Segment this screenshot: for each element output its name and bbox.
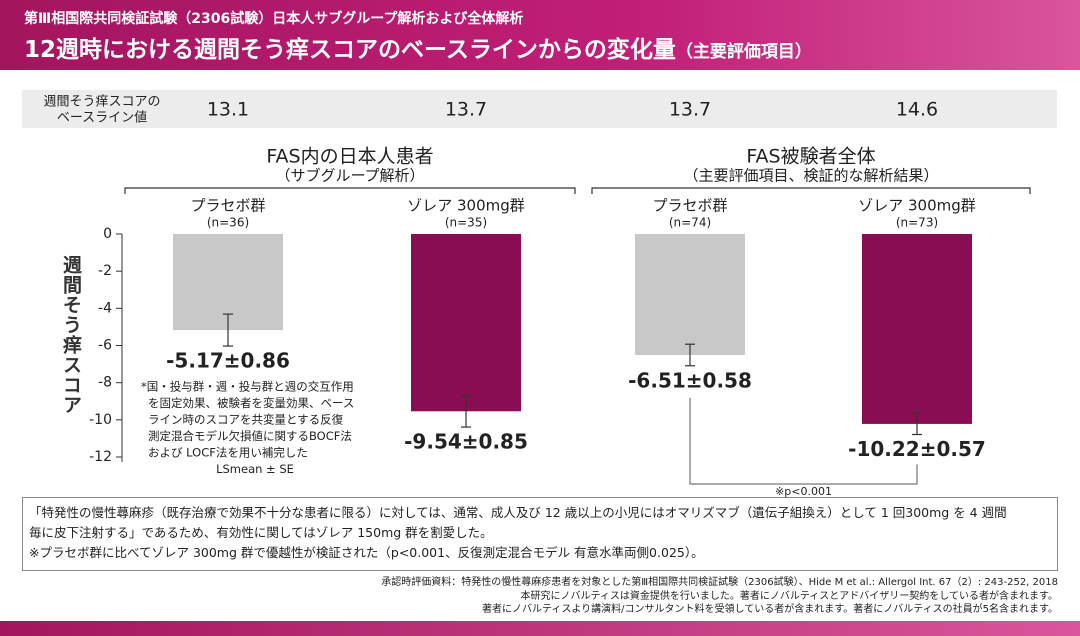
value-label: -9.54±0.85 [404, 430, 528, 454]
significance-bracket [689, 397, 918, 485]
error-bar [223, 313, 233, 347]
source: 承認時評価資料：特発性の慢性蕁麻疹患者を対象とした第Ⅲ相国際共同検証試験（230… [381, 576, 1058, 617]
category-label: ゾレア 300mg群 [407, 197, 525, 215]
y-tick-label: -8 [98, 375, 112, 391]
footer-bar [0, 621, 1080, 636]
value-label: -10.22±0.57 [848, 437, 986, 461]
annotation: を固定効果、被験者を変量効果、ベース [148, 396, 354, 410]
footnote-line: 毎に皮下注射する」であるため、有効性に関してはゾレア 150mg 群を割愛した。 [29, 525, 493, 540]
category-label: プラセボ群 [190, 197, 265, 215]
annotation: LSmean ± SE [216, 462, 294, 476]
header-banner: 第Ⅲ相国際共同検証試験（2306試験）日本人サブグループ解析および全体解析 12… [0, 0, 1080, 70]
annotation: *国・投与群・週・投与群と週の交互作用 [141, 380, 354, 394]
group-subtitle: （主要評価項目、検証的な解析結果） [683, 167, 938, 185]
header-subtitle: 第Ⅲ相国際共同検証試験（2306試験）日本人サブグループ解析および全体解析 [24, 11, 524, 27]
y-axis-label: 週間そう痒スコア [60, 255, 82, 415]
significance-label: ※p<0.001 [775, 485, 832, 498]
baseline-label: 週間そう痒スコアの [43, 94, 160, 110]
baseline-value: 13.7 [445, 99, 487, 121]
annotation: および LOCF法を用い補完した [148, 446, 308, 460]
category-label: プラセボ群 [652, 197, 727, 215]
group-title: FAS被験者全体 [746, 146, 875, 168]
bar [411, 234, 521, 412]
annotation: ライン時のスコアを共変量とする反復 [148, 413, 344, 427]
baseline-value: 13.1 [207, 99, 249, 121]
group-bracket [591, 187, 1031, 194]
baseline-value: 14.6 [896, 99, 938, 121]
group-title: FAS内の日本人患者 [266, 146, 433, 168]
bar [862, 234, 972, 424]
group-subtitle: （サブグループ解析） [275, 167, 424, 185]
footnote-box: 「特発性の慢性蕁麻疹（既存治療で効果不十分な患者に限る）に対しては、通常、成人及… [22, 497, 1058, 571]
source-line: 本研究にノバルティスは資金提供を行いました。著者にノバルティスとアドバイザリー契… [520, 590, 1059, 602]
footnote-line: 「特発性の慢性蕁麻疹（既存治療で効果不十分な患者に限る）に対しては、通常、成人及… [29, 505, 1007, 520]
baseline-value: 13.7 [669, 99, 711, 121]
n-label: (n=74) [669, 216, 711, 230]
error-bar [685, 343, 695, 367]
y-tick-label: 0 [103, 226, 112, 242]
error-bar [912, 412, 922, 436]
footnote-line: ※プラセボ群に比べてゾレア 300mg 群で優越性が検証された（p<0.001、… [29, 545, 704, 560]
baseline-label: ベースライン値 [57, 110, 147, 126]
y-tick-label: -12 [89, 449, 112, 465]
y-tick-label: -4 [98, 300, 112, 316]
error-bar [461, 394, 471, 428]
annotation: 測定混合モデル欠損値に関するBOCF法 [148, 429, 352, 443]
header-title: 12週時における週間そう痒スコアのベースラインからの変化量（主要評価項目） [24, 30, 812, 64]
value-label: -6.51±0.58 [628, 368, 752, 392]
y-tick-label: -2 [98, 263, 112, 279]
n-label: (n=73) [896, 216, 938, 230]
n-label: (n=35) [445, 216, 487, 230]
title-note: （主要評価項目） [675, 42, 812, 62]
source-line: 承認時評価資料：特発性の慢性蕁麻疹患者を対象とした第Ⅲ相国際共同検証試験（230… [381, 577, 1058, 588]
n-label: (n=36) [207, 216, 249, 230]
baseline-row [22, 90, 1057, 128]
category-label: ゾレア 300mg群 [858, 197, 976, 215]
value-label: -5.17±0.86 [166, 349, 290, 373]
title-main: 12週時における週間そう痒スコアのベースラインからの変化量 [24, 37, 676, 63]
y-tick-label: -6 [98, 338, 112, 354]
group-bracket [124, 187, 576, 194]
y-tick-label: -10 [89, 412, 112, 428]
bar [635, 234, 745, 355]
source-line: 著者にノバルティスより講演料/コンサルタント料を受領している者が含まれます。著者… [481, 604, 1058, 615]
